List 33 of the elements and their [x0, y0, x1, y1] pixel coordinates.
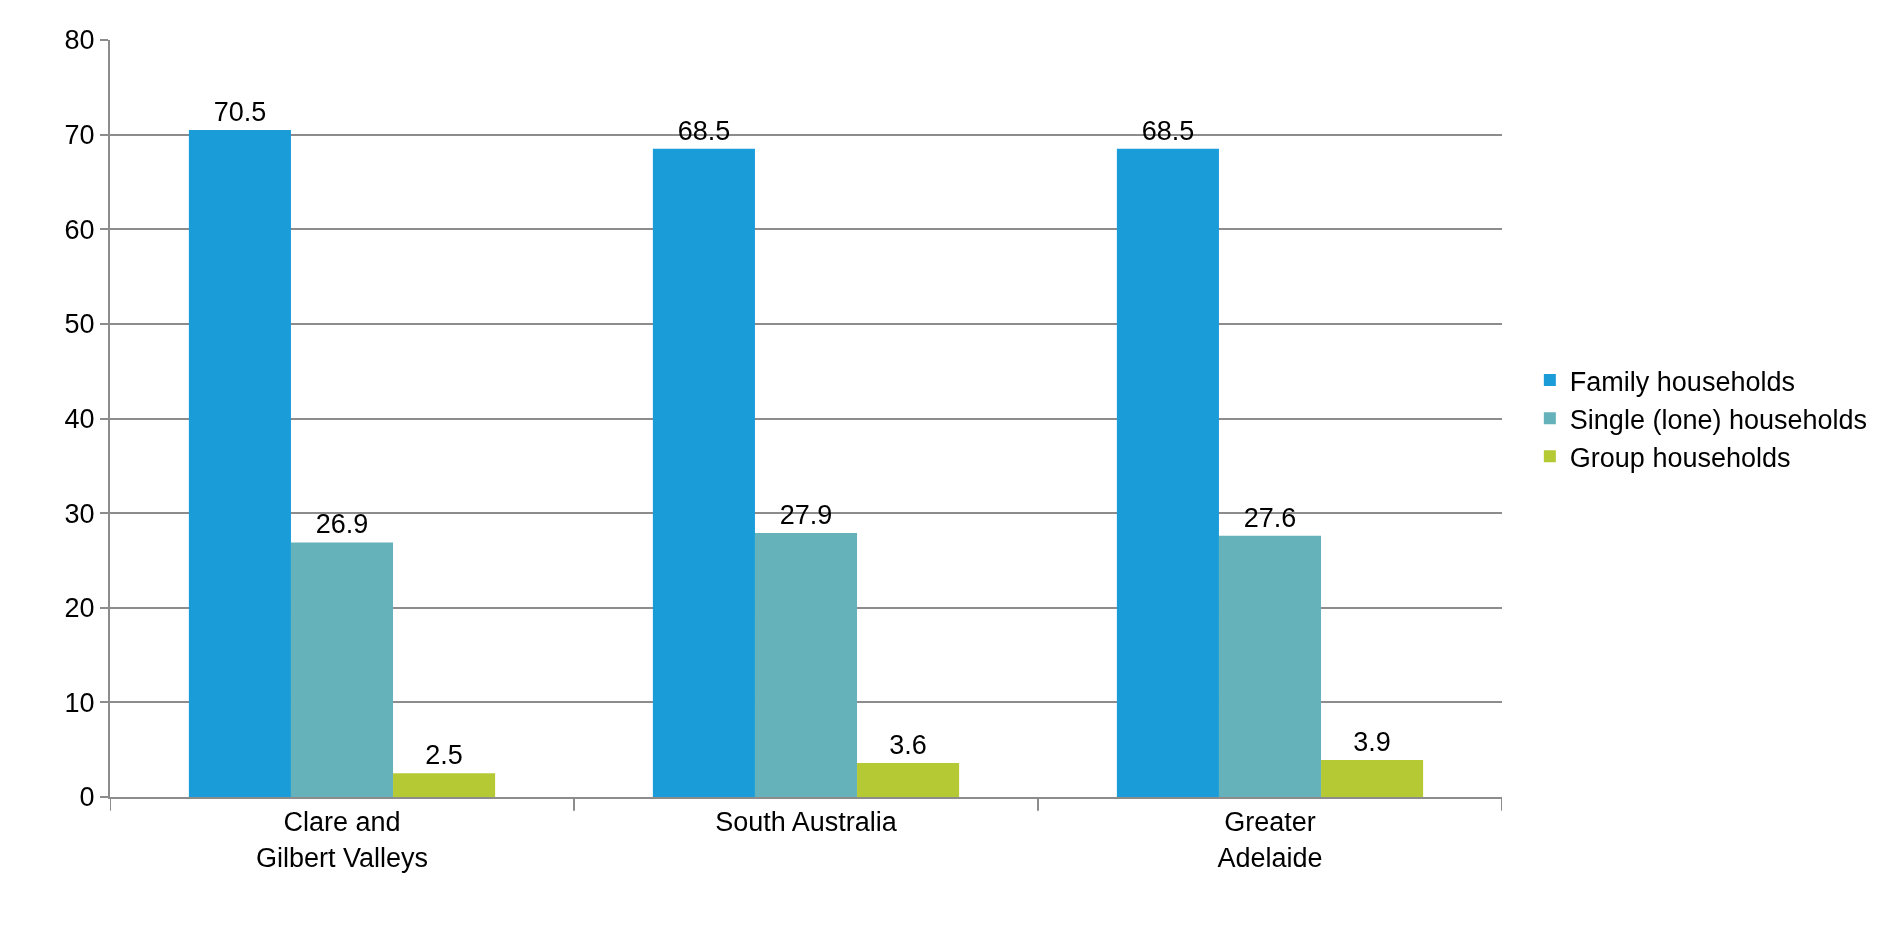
y-tick-label: 50	[64, 309, 95, 340]
bar	[290, 542, 394, 797]
y-tick-label: 20	[64, 593, 95, 624]
data-label: 27.6	[1243, 502, 1297, 533]
bar	[188, 129, 291, 797]
y-tick-label: 40	[64, 403, 95, 434]
data-label: 2.5	[425, 740, 463, 771]
data-label: 68.5	[677, 115, 731, 146]
bar	[652, 148, 755, 797]
x-tick-label: South Australia	[715, 807, 898, 838]
legend-label: Single (lone) households	[1569, 404, 1868, 435]
bar	[1218, 535, 1322, 797]
legend-label: Group households	[1569, 442, 1791, 473]
x-tick-label: Greater Adelaide	[1217, 807, 1323, 873]
data-label: 3.9	[1353, 727, 1391, 758]
y-tick-label: 30	[64, 498, 95, 529]
bar	[1116, 148, 1219, 797]
y-tick-label: 0	[79, 782, 95, 813]
y-tick-label: 60	[64, 214, 95, 245]
bar	[393, 773, 496, 797]
bar	[1321, 760, 1424, 797]
x-tick-label: Clare and Gilbert Valleys	[255, 807, 429, 873]
y-tick-label: 70	[64, 120, 95, 151]
y-tick-label: 80	[64, 25, 95, 56]
data-label: 70.5	[213, 96, 267, 127]
data-label: 68.5	[1141, 115, 1195, 146]
legend-label: Family households	[1569, 366, 1795, 397]
data-label: 27.9	[779, 500, 833, 530]
bar	[857, 762, 960, 797]
y-tick-label: 10	[64, 687, 95, 718]
data-label: 3.6	[889, 729, 927, 760]
bar	[754, 533, 858, 797]
data-label: 26.9	[315, 509, 369, 540]
